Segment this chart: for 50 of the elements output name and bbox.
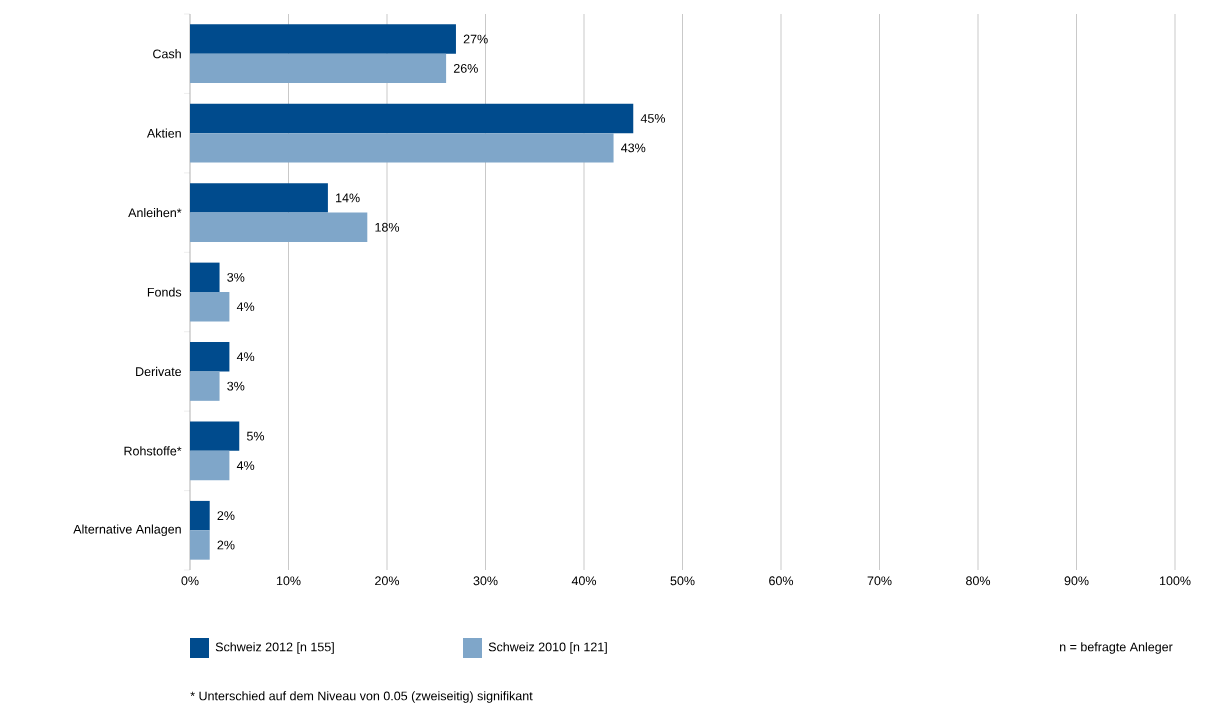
x-tick-label: 10% [276, 576, 301, 586]
data-label: 2% [217, 511, 235, 520]
bar [190, 450, 230, 481]
data-label: 3% [227, 272, 245, 282]
x-tick-label: 30% [473, 576, 498, 586]
y-tick-label: Fonds [147, 287, 182, 297]
x-tick-label: 0% [181, 576, 199, 586]
x-tick-label: 20% [375, 576, 400, 586]
bar [190, 421, 240, 451]
x-tick-label: 60% [769, 576, 794, 586]
x-tick-label: 100% [1159, 576, 1191, 586]
bar [190, 500, 210, 531]
y-tick-label: Anleihen* [128, 207, 182, 218]
data-label: 5% [246, 431, 265, 441]
bar [190, 262, 220, 292]
bar [190, 342, 230, 372]
x-tick-label: 80% [966, 576, 991, 586]
legend-label: Schweiz 2010 [n 121] [488, 642, 607, 654]
y-tick-label: Alternative Anlagen [73, 524, 181, 537]
y-tick-label: Cash [153, 49, 181, 59]
data-label: 45% [640, 114, 666, 123]
data-label: 4% [236, 302, 255, 312]
x-tick-label: 90% [1064, 576, 1089, 586]
text: n = befragte Anleger [1060, 642, 1173, 654]
x-tick-label: 70% [867, 576, 892, 586]
bar [190, 24, 456, 54]
bar [190, 53, 447, 84]
y-tick-label: Derivate [136, 366, 182, 377]
x-tick-label: 50% [670, 576, 695, 586]
data-label: 3% [227, 381, 245, 391]
data-label: 4% [236, 461, 255, 470]
data-label: 27% [463, 34, 488, 44]
data-label: 18% [375, 222, 400, 232]
data-label: 14% [336, 193, 360, 203]
data-label: 43% [621, 143, 646, 153]
bar [190, 212, 368, 242]
y-tick-label: Rohstoffe* [124, 446, 182, 456]
legend-label: Schweiz 2012 [n 155] [215, 642, 334, 654]
y-tick-label: Aktien [146, 128, 181, 138]
data-label: 2% [217, 540, 235, 550]
bar [190, 133, 614, 163]
text: * Unterschied auf dem Niveau von 0.05 (zweiseitig) signifikant [190, 691, 533, 703]
bar [190, 103, 634, 134]
bar [190, 371, 220, 401]
bar [190, 292, 230, 322]
bar [190, 183, 328, 213]
x-tick-label: 40% [571, 576, 597, 586]
data-label: 4% [236, 352, 255, 362]
data-label: 26% [453, 63, 478, 73]
bar [190, 530, 210, 560]
